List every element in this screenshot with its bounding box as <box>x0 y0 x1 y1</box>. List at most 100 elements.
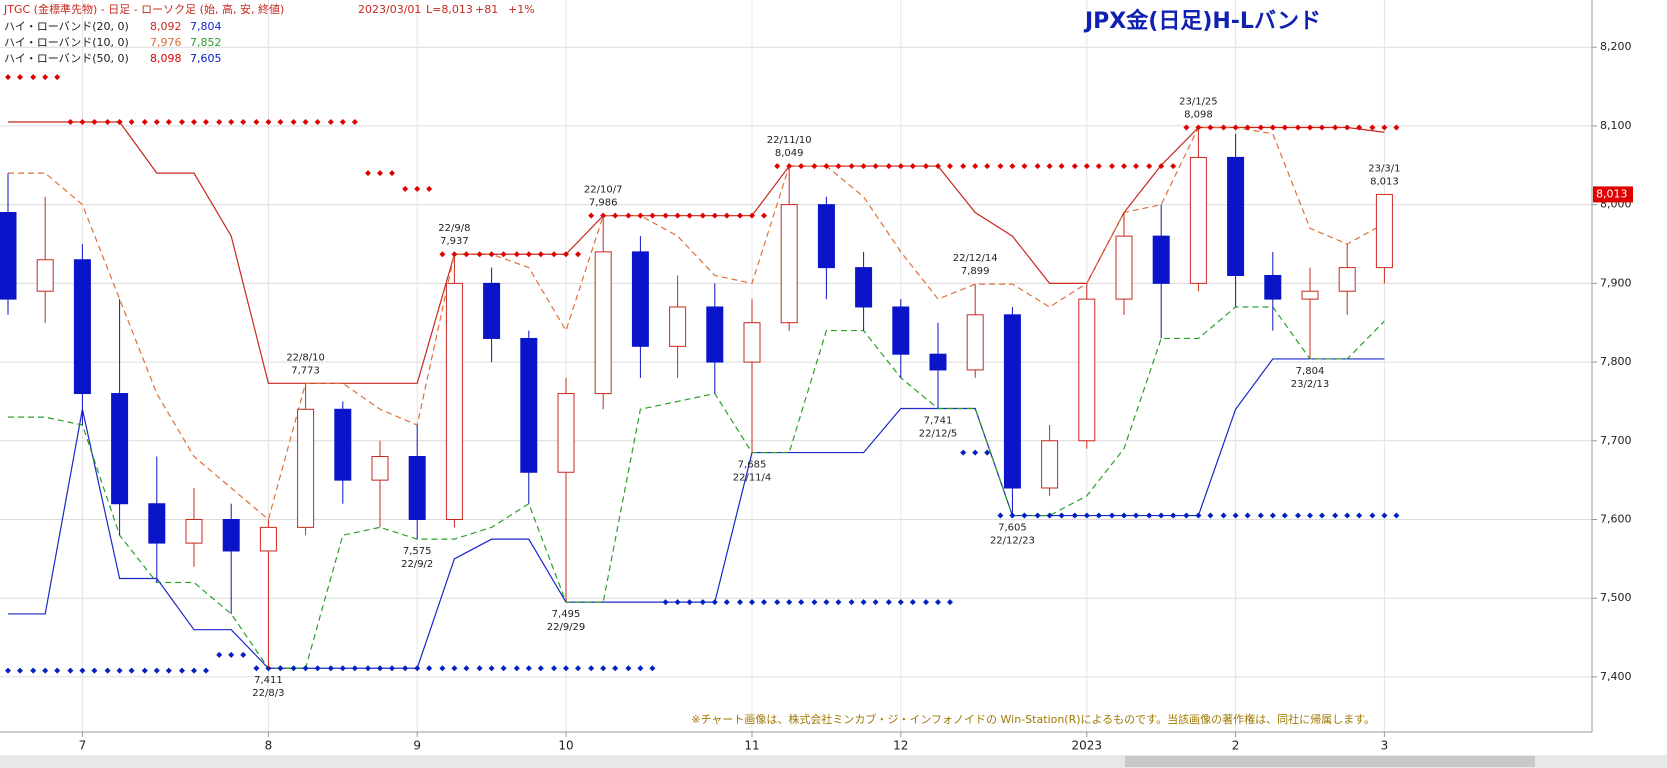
band-diamond <box>723 599 730 606</box>
band-diamond <box>389 665 395 672</box>
band-diamond <box>1393 512 1400 519</box>
candle-body <box>371 456 389 481</box>
annotation-value: 7,411 <box>254 675 283 686</box>
band-diamond <box>1095 163 1102 170</box>
band-diamond <box>1319 124 1325 131</box>
candle-body <box>0 212 17 300</box>
band-diamond <box>1319 512 1325 519</box>
candle-body <box>817 204 835 269</box>
candle-body <box>1227 156 1245 276</box>
y-tick-label: 8,100 <box>1600 119 1632 132</box>
band-diamond <box>314 119 321 125</box>
band-diamond <box>1269 124 1276 131</box>
band-diamond <box>1307 512 1313 519</box>
band-diamond <box>686 599 693 606</box>
band-diamond <box>79 119 86 125</box>
band-diamond <box>179 667 185 674</box>
candle-body <box>780 204 798 324</box>
band-diamond <box>290 119 297 125</box>
note: ※チャート画像は、株式会社ミンカブ・ジ・インフォノイドの Win-Station… <box>691 712 1375 726</box>
scrollbar-thumb[interactable] <box>1125 756 1535 767</box>
band-diamond <box>1244 512 1251 519</box>
band-diamond <box>128 667 135 674</box>
band-diamond <box>1009 163 1016 170</box>
band-diamond <box>563 251 569 258</box>
band-diamond <box>612 665 619 672</box>
candle-body <box>334 408 352 481</box>
candle-body <box>855 267 873 308</box>
band-diamond <box>1295 124 1301 131</box>
band-diamond <box>463 665 470 672</box>
candle-body <box>297 408 315 528</box>
annotation-value: 7,804 <box>1296 366 1325 377</box>
candle-body <box>1189 156 1207 284</box>
band-line <box>8 126 1385 521</box>
x-tick-label: 12 <box>893 739 908 753</box>
band-diamond <box>116 667 123 674</box>
band-diamond <box>476 251 483 258</box>
band-diamond <box>216 651 223 658</box>
band-diamond <box>761 599 767 606</box>
x-tick-label: 2023 <box>1072 739 1103 753</box>
band-diamond <box>897 163 904 170</box>
band-diamond <box>749 599 755 606</box>
band-diamond <box>488 251 495 258</box>
y-tick-label: 7,800 <box>1600 355 1632 368</box>
band-diamond <box>909 599 916 606</box>
annotation-date: 22/9/2 <box>401 559 433 570</box>
band-diamond <box>426 185 433 192</box>
band-diamond <box>811 599 818 606</box>
band-diamond <box>563 665 569 672</box>
candle-body <box>594 251 612 395</box>
x-tick-label: 11 <box>744 739 759 753</box>
band-diamond <box>500 251 507 258</box>
y-tick-label: 7,600 <box>1600 512 1632 525</box>
band-diamond <box>277 119 284 125</box>
candle-body <box>520 337 538 473</box>
band-diamond <box>463 251 470 258</box>
annotation-date: 22/12/23 <box>990 536 1035 547</box>
band-diamond <box>327 665 334 672</box>
candle-body <box>483 282 501 339</box>
band-diamond <box>674 212 681 219</box>
band-diamond <box>351 665 358 672</box>
band-diamond <box>1356 124 1363 131</box>
band-diamond <box>91 119 98 125</box>
band-diamond <box>588 212 595 219</box>
candle-body <box>1264 274 1282 300</box>
band-diamond <box>1021 512 1028 519</box>
band-diamond <box>1170 512 1177 519</box>
candle-body <box>966 314 984 371</box>
band-diamond <box>439 251 446 258</box>
band-diamond <box>811 163 818 170</box>
band-diamond <box>737 212 743 219</box>
band-diamond <box>365 665 371 672</box>
band-diamond <box>377 665 383 672</box>
band-diamond <box>1232 124 1239 131</box>
band-diamond <box>686 212 693 219</box>
band-diamond <box>1083 512 1090 519</box>
band-diamond <box>1109 163 1115 170</box>
band-diamond <box>1207 124 1214 131</box>
band-diamond <box>997 163 1004 170</box>
candle-body <box>557 393 575 473</box>
band-diamond <box>1183 124 1190 131</box>
band-diamond <box>1083 163 1090 170</box>
band-diamond <box>1146 512 1153 519</box>
legend-name: ハイ・ローバンド(50, 0) <box>4 52 129 65</box>
band-diamond <box>1121 512 1127 519</box>
candle-body <box>36 259 54 292</box>
band-diamond <box>1344 124 1351 131</box>
last-price-label: 8,013 <box>1596 187 1628 200</box>
band-diamond <box>600 665 607 672</box>
band-diamond <box>153 667 160 674</box>
date: 2023/03/01 <box>358 3 421 16</box>
candle-body <box>1301 290 1319 300</box>
legend-value: 8,098 <box>150 52 182 65</box>
band-diamond <box>451 665 458 672</box>
band-diamond <box>302 119 309 125</box>
band-diamond <box>897 599 904 606</box>
band-diamond <box>17 667 23 674</box>
band-diamond <box>786 599 793 606</box>
